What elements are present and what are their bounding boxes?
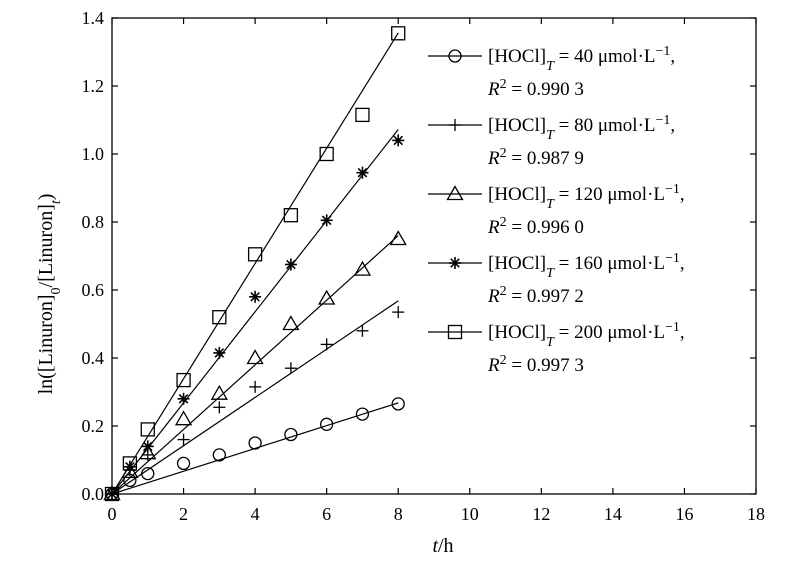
legend-item-40: [HOCl]T = 40 μmol·L−1, R2 = 0.990 3: [428, 44, 675, 101]
triangle-marker: [139, 444, 157, 460]
square-marker: [447, 324, 463, 340]
asterisk-marker: [213, 346, 226, 359]
triangle-marker: [174, 410, 193, 426]
legend-label: [HOCl]T = 40 μmol·L−1,: [488, 44, 675, 74]
data-markers: [103, 26, 407, 502]
asterisk-marker: [249, 290, 262, 303]
circle-marker: [448, 49, 462, 63]
fit-line-120: [111, 235, 399, 495]
triangle-marker: [389, 230, 407, 246]
circle-marker: [212, 448, 226, 462]
x-axis-title: t/h: [432, 535, 453, 557]
fit-line-80: [111, 300, 399, 495]
plus-marker: [449, 119, 461, 131]
x-tick-label: 4: [251, 504, 260, 524]
y-axis-title: ln([Linuron]0/[Linuron]t): [35, 194, 64, 395]
plot-frame: [111, 17, 757, 495]
asterisk-marker: [356, 166, 369, 179]
circle-marker: [176, 456, 191, 471]
x-tick-label: 2: [179, 504, 188, 524]
square-marker: [319, 146, 334, 162]
legend-r2: R2 = 0.990 3: [487, 77, 584, 101]
y-tick-label: 1.0: [82, 144, 105, 164]
square-marker: [176, 372, 191, 388]
legend-label: [HOCl]T = 120 μmol·L−1,: [488, 182, 685, 212]
triangle-marker: [282, 315, 300, 331]
legend-label: [HOCl]T = 80 μmol·L−1,: [488, 113, 675, 143]
x-tick-label: 0: [108, 504, 117, 524]
legend-item-200: [HOCl]T = 200 μmol·L−1, R2 = 0.997 3: [428, 320, 685, 377]
y-tick-label: 1.2: [82, 76, 105, 96]
asterisk-marker: [141, 440, 154, 453]
plus-marker: [392, 306, 405, 319]
fit-line-160: [111, 129, 399, 495]
circle-marker: [284, 427, 298, 442]
fit-line-200: [111, 32, 399, 495]
plus-marker: [213, 401, 226, 414]
triangle-marker: [246, 349, 264, 365]
asterisk-marker: [123, 460, 136, 473]
asterisk-marker: [449, 257, 461, 269]
x-tick-label: 16: [675, 504, 693, 524]
square-marker: [283, 208, 299, 223]
square-marker: [140, 422, 155, 437]
x-tick-label: 8: [394, 504, 403, 524]
axes: 0 2 4 6 8 10 12 14 16 18 0.0 0.2 0.4 0.6 0.8 1.0 1.2 1.4: [82, 8, 766, 524]
x-tick-label: 6: [322, 504, 331, 524]
plus-marker: [249, 380, 262, 393]
legend-r2: R2 = 0.987 9: [487, 146, 584, 170]
legend-item-160: [HOCl]T = 160 μmol·L−1, R2 = 0.997 2: [428, 251, 685, 308]
legend-r2: R2 = 0.997 3: [487, 353, 584, 377]
circle-marker: [355, 407, 370, 421]
fit-lines: [111, 32, 399, 495]
y-tick-label: 0.6: [82, 280, 105, 300]
circle-marker: [141, 466, 155, 481]
x-tick-label: 18: [747, 504, 765, 524]
legend-r2: R2 = 0.997 2: [487, 284, 584, 308]
y-tick-label: 0.4: [82, 348, 105, 368]
x-tick-label: 14: [604, 504, 622, 524]
legend-item-120: [HOCl]T = 120 μmol·L−1, R2 = 0.996 0: [428, 182, 685, 239]
y-tick-label: 1.4: [82, 8, 105, 28]
asterisk-marker: [392, 134, 405, 147]
legend-label: [HOCl]T = 200 μmol·L−1,: [488, 320, 685, 350]
square-marker: [391, 26, 406, 41]
asterisk-marker: [284, 258, 297, 271]
triangle-marker: [353, 260, 372, 276]
plus-marker: [356, 324, 369, 337]
asterisk-marker: [177, 392, 190, 405]
y-tick-label: 0.8: [82, 212, 105, 232]
circle-marker: [320, 417, 334, 431]
plus-marker: [284, 362, 297, 375]
x-tick-label: 12: [532, 504, 550, 524]
triangle-marker: [318, 289, 336, 305]
square-marker: [247, 247, 263, 262]
plus-marker: [177, 433, 190, 446]
legend-item-80: [HOCl]T = 80 μmol·L−1, R2 = 0.987 9: [428, 113, 675, 170]
circle-marker: [391, 397, 405, 411]
triangle-marker: [210, 384, 228, 400]
triangle-marker: [446, 185, 464, 201]
square-marker: [122, 456, 138, 471]
legend: [HOCl]T = 40 μmol·L−1,R2 = 0.990 3[HOCl]…: [428, 44, 685, 377]
x-tick-label: 10: [461, 504, 479, 524]
legend-label: [HOCl]T = 160 μmol·L−1,: [488, 251, 685, 281]
square-marker: [212, 310, 227, 325]
square-marker: [355, 107, 370, 123]
plus-marker: [320, 338, 333, 351]
y-tick-label: 0.0: [82, 484, 105, 504]
asterisk-marker: [320, 214, 333, 227]
y-tick-label: 0.2: [82, 416, 105, 436]
legend-r2: R2 = 0.996 0: [487, 215, 584, 239]
circle-marker: [248, 436, 262, 450]
